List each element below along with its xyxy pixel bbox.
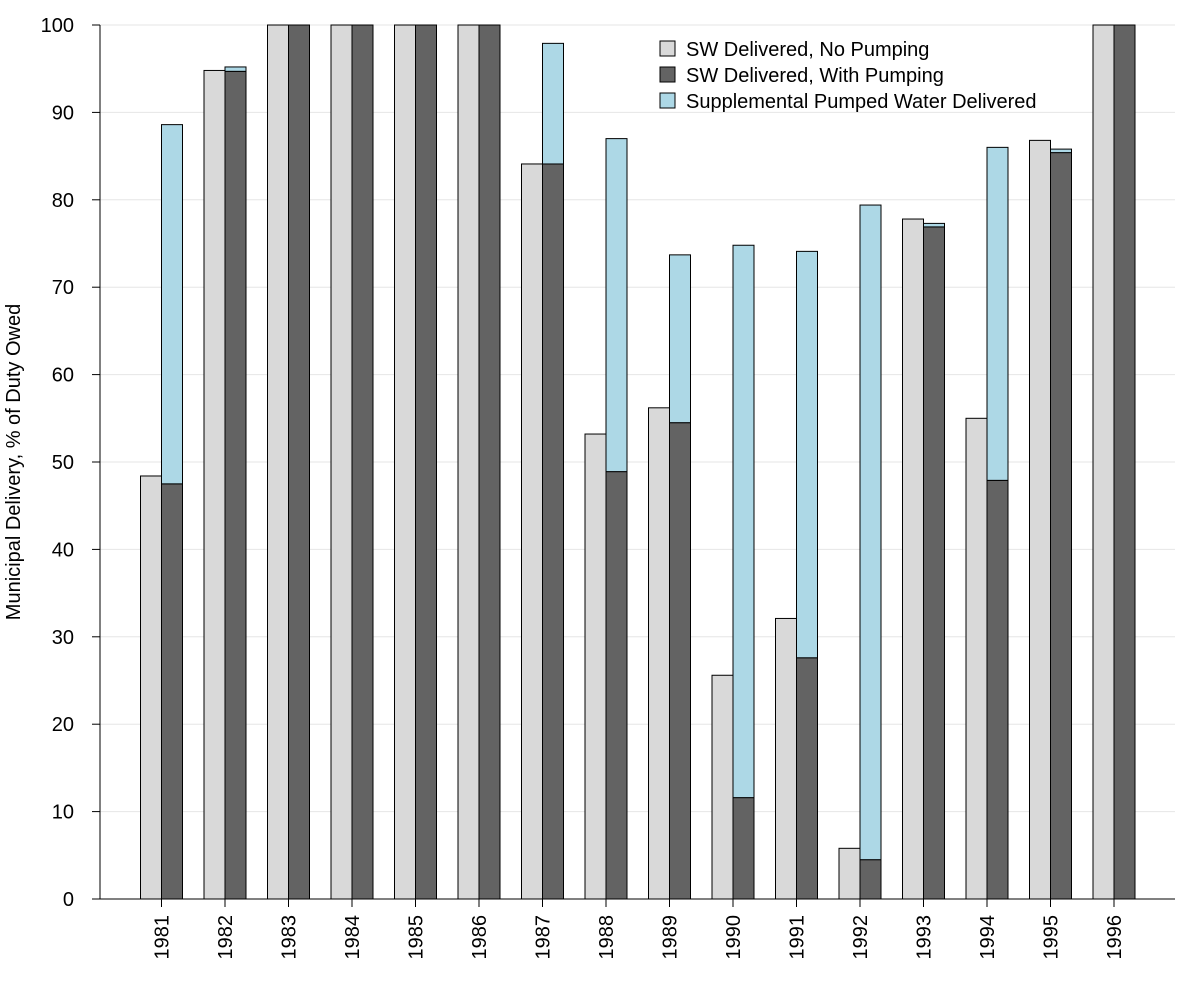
bar-sw-with-pumping: [859, 859, 882, 900]
bar-sw-with-pumping: [478, 24, 501, 900]
y-tick-label: 20: [52, 714, 74, 736]
gridlines: [100, 24, 1175, 813]
bar-sw-no-pumping: [203, 69, 226, 900]
bar-sw-no-pumping: [267, 24, 289, 900]
y-tick-label: 0: [63, 889, 74, 911]
bar-supplemental-pumped: [923, 222, 945, 228]
bar-sw-no-pumping: [965, 417, 988, 900]
bar-sw-no-pumping: [1092, 24, 1115, 900]
x-tick-label: 1992: [850, 915, 872, 960]
bar-supplemental-pumped: [859, 204, 882, 861]
x-tick-label: 1983: [279, 915, 301, 960]
bar-sw-no-pumping: [775, 617, 797, 900]
x-tick-label: 1995: [1041, 915, 1063, 960]
bar-supplemental-pumped: [542, 42, 564, 165]
bar-sw-with-pumping: [1050, 152, 1072, 900]
bar-supplemental-pumped: [605, 138, 628, 473]
legend-label: SW Delivered, No Pumping: [686, 39, 929, 61]
y-tick-label: 10: [52, 802, 74, 824]
bar-supplemental-pumped: [732, 244, 755, 799]
legend-swatch: [659, 40, 676, 57]
bar-sw-no-pumping: [838, 847, 861, 900]
y-tick-label: 40: [52, 539, 74, 561]
bar-sw-with-pumping: [224, 70, 247, 900]
bar-sw-no-pumping: [140, 475, 162, 900]
y-tick-label: 60: [52, 365, 74, 387]
legend-swatch: [659, 66, 676, 83]
bar-sw-no-pumping: [330, 24, 353, 900]
bar-sw-with-pumping: [732, 797, 755, 900]
y-axis-title: Municipal Delivery, % of Duty Owed: [3, 304, 25, 620]
x-tick-label: 1996: [1104, 915, 1126, 960]
bar-supplemental-pumped: [224, 66, 247, 72]
x-tick-label: 1988: [596, 915, 618, 960]
bar-sw-with-pumping: [161, 483, 183, 900]
bars: [140, 24, 1136, 900]
bar-supplemental-pumped: [1050, 148, 1072, 154]
bar-sw-no-pumping: [902, 218, 924, 900]
bar-sw-with-pumping: [669, 422, 691, 900]
bar-sw-with-pumping: [605, 471, 628, 900]
x-tick-label: 1982: [215, 915, 237, 960]
x-tick-label: 1993: [914, 915, 936, 960]
bar-sw-with-pumping: [923, 226, 945, 900]
bar-sw-no-pumping: [394, 24, 416, 900]
bar-sw-no-pumping: [584, 433, 607, 900]
bar-sw-with-pumping: [288, 24, 310, 900]
bar-sw-no-pumping: [711, 674, 734, 900]
bar-sw-with-pumping: [351, 24, 374, 900]
x-tick-label: 1986: [469, 915, 491, 960]
legend-label: SW Delivered, With Pumping: [686, 65, 944, 87]
y-tick-label: 50: [52, 452, 74, 474]
bar-sw-with-pumping: [796, 657, 818, 900]
x-tick-label: 1987: [533, 915, 555, 960]
bar-sw-no-pumping: [1029, 139, 1051, 900]
bar-sw-with-pumping: [1113, 24, 1136, 900]
x-tick-label: 1984: [342, 915, 364, 960]
bar-sw-no-pumping: [521, 163, 543, 900]
bar-sw-with-pumping: [542, 163, 564, 900]
x-tick-label: 1989: [660, 915, 682, 960]
legend: SW Delivered, No Pumping SW Delivered, Wi…: [659, 39, 1037, 113]
y-tick-label: 80: [52, 190, 74, 212]
x-tick-label: 1991: [787, 915, 809, 960]
bar-sw-no-pumping: [457, 24, 480, 900]
y-tick-label: 70: [52, 277, 74, 299]
y-tick-label: 100: [41, 15, 74, 37]
x-tick-label: 1981: [152, 915, 174, 960]
bar-sw-with-pumping: [986, 479, 1009, 900]
x-tick-label: 1994: [977, 915, 999, 960]
bar-supplemental-pumped: [161, 124, 183, 485]
x-tick-label: 1990: [723, 915, 745, 960]
bar-sw-no-pumping: [648, 407, 670, 900]
legend-label: Supplemental Pumped Water Delivered: [686, 91, 1037, 113]
bar-supplemental-pumped: [986, 146, 1009, 481]
y-tick-label: 30: [52, 627, 74, 649]
bar-sw-with-pumping: [415, 24, 437, 900]
bar-supplemental-pumped: [669, 254, 691, 424]
y-tick-label: 90: [52, 102, 74, 124]
legend-swatch: [659, 92, 676, 109]
axes: 0 10 20 30 40 50 60 70 80 90 100 1981 1982 1983 1984 19…: [41, 15, 1175, 960]
x-tick-label: 1985: [406, 915, 428, 960]
bar-supplemental-pumped: [796, 250, 818, 659]
